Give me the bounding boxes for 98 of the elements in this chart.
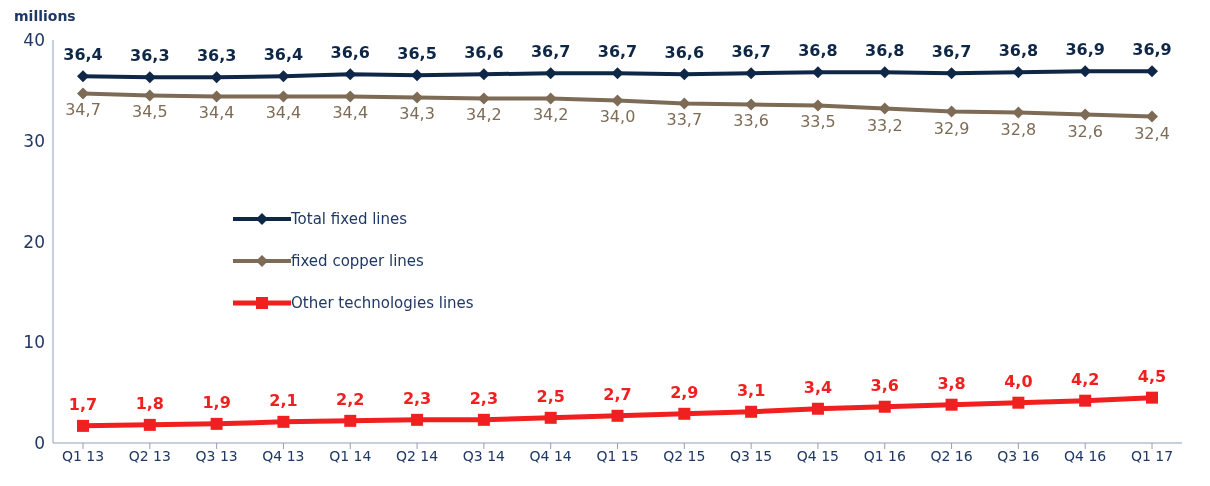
data-label: 1,9 — [202, 392, 231, 412]
x-tick-label: Q2 16 — [930, 447, 973, 464]
data-label: 2,1 — [269, 390, 298, 410]
x-tick-label: Q1 17 — [1130, 447, 1174, 464]
x-tick-label: Q4 14 — [529, 447, 572, 464]
data-label: 2,3 — [469, 388, 499, 408]
data-label: 36,6 — [664, 43, 705, 63]
point — [477, 413, 490, 426]
data-label: 34,3 — [399, 104, 435, 124]
data-label: 1,7 — [68, 394, 98, 414]
legend-label: Total fixed lines — [291, 210, 408, 228]
x-tick-label: Q3 16 — [997, 447, 1040, 464]
x-tick-label: Q2 13 — [128, 447, 171, 464]
data-label: 33,7 — [666, 110, 703, 130]
point — [544, 411, 557, 424]
data-label: 2,2 — [336, 389, 365, 409]
x-tick-label: Q3 13 — [195, 447, 238, 464]
data-label: 3,8 — [937, 373, 966, 393]
point — [77, 419, 89, 432]
point — [210, 417, 223, 430]
data-label: 34,4 — [265, 103, 302, 123]
data-label: 32,6 — [1067, 121, 1103, 141]
point — [811, 402, 824, 415]
x-tick-label: Q2 14 — [395, 447, 439, 464]
data-label: 3,6 — [870, 375, 899, 395]
point — [411, 413, 424, 426]
data-label: 2,9 — [670, 382, 699, 402]
data-label: 32,4 — [1134, 123, 1170, 143]
data-label: 4,2 — [1071, 369, 1100, 389]
data-label: 36,6 — [464, 43, 504, 63]
data-label: 34,2 — [466, 105, 502, 125]
legend-label: Other technologies lines — [291, 294, 474, 312]
x-tick-label: Q1 15 — [596, 447, 639, 464]
x-tick-label: Q4 13 — [262, 447, 305, 464]
x-tick-label: Q2 15 — [663, 447, 706, 464]
point — [1012, 396, 1025, 409]
data-label: 36,7 — [530, 42, 571, 62]
data-label: 36,7 — [597, 42, 638, 62]
data-label: 36,4 — [63, 45, 103, 65]
point — [1079, 394, 1092, 407]
y-tick-label: 0 — [34, 433, 45, 454]
data-label: 3,1 — [736, 380, 766, 400]
point — [945, 398, 958, 411]
x-tick-label: Q3 14 — [462, 447, 506, 464]
data-label: 32,8 — [1000, 119, 1037, 139]
data-label: 34,4 — [332, 103, 369, 123]
x-tick-label: Q1 14 — [329, 447, 372, 464]
point — [611, 409, 624, 422]
data-label: 36,3 — [196, 46, 237, 66]
y-axis-title: millions — [14, 8, 76, 24]
point — [1146, 65, 1158, 78]
point — [1146, 391, 1158, 404]
point — [878, 400, 891, 413]
data-label: 36,8 — [798, 41, 838, 61]
data-label: 36,7 — [931, 42, 972, 62]
point — [678, 407, 691, 420]
point — [143, 418, 156, 431]
data-label: 34,7 — [65, 100, 101, 120]
data-label: 36,3 — [130, 46, 170, 66]
x-tick-label: Q1 16 — [863, 447, 906, 464]
data-label: 36,8 — [998, 41, 1039, 61]
point — [277, 415, 290, 428]
y-tick-label: 40 — [23, 30, 45, 51]
data-label: 1,8 — [135, 393, 164, 413]
x-tick-label: Q3 15 — [730, 447, 773, 464]
point — [77, 70, 89, 83]
data-label: 2,7 — [603, 384, 632, 404]
y-tick-label: 10 — [23, 332, 45, 353]
y-tick-label: 30 — [23, 130, 45, 151]
x-tick-label: Q1 13 — [61, 447, 105, 464]
data-label: 36,5 — [397, 44, 437, 64]
x-tick-label: Q4 15 — [796, 447, 840, 464]
point — [1146, 110, 1158, 123]
data-label: 34,0 — [599, 107, 636, 127]
data-label: 4,5 — [1137, 366, 1167, 386]
data-label: 36,9 — [1065, 40, 1105, 60]
y-tick-label: 20 — [23, 231, 45, 252]
data-label: 36,4 — [263, 45, 304, 65]
point — [77, 87, 89, 100]
data-label: 34,2 — [532, 105, 569, 125]
data-label: 33,6 — [733, 111, 769, 131]
data-label: 3,4 — [803, 377, 833, 397]
data-label: 34,4 — [198, 103, 235, 123]
data-label: 33,2 — [866, 115, 903, 135]
data-label: 33,5 — [800, 112, 836, 132]
data-label: 2,3 — [402, 388, 432, 408]
point — [344, 414, 357, 427]
data-label: 36,7 — [731, 42, 771, 62]
data-label: 2,5 — [536, 386, 565, 406]
data-label: 36,8 — [865, 41, 905, 61]
data-label: 32,9 — [933, 118, 970, 138]
data-label: 34,5 — [132, 102, 168, 122]
data-label: 36,9 — [1132, 40, 1172, 60]
x-tick-label: Q4 16 — [1064, 447, 1107, 464]
data-label: 36,6 — [330, 43, 370, 63]
data-label: 4,0 — [1004, 371, 1033, 391]
point — [745, 405, 758, 418]
legend-label: fixed copper lines — [291, 252, 424, 270]
